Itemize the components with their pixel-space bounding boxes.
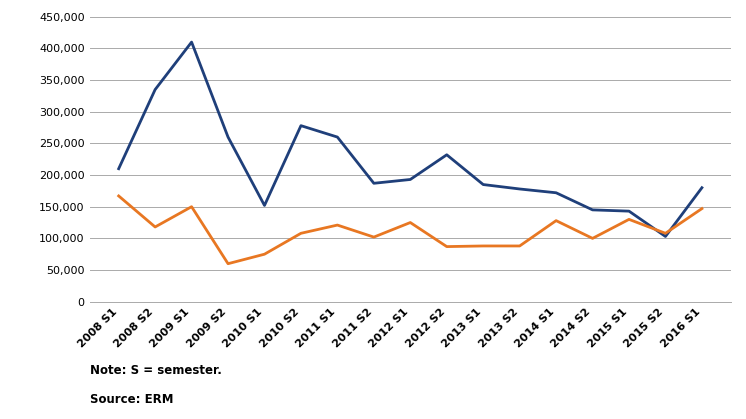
Job loss	[224, 134, 233, 140]
Job loss	[187, 39, 196, 44]
Job loss	[624, 209, 633, 214]
Job loss	[406, 177, 415, 182]
Job loss	[296, 123, 305, 128]
Line: Job gain: Job gain	[119, 196, 702, 264]
Job gain	[588, 236, 597, 241]
Job gain	[661, 231, 670, 236]
Job gain	[442, 244, 451, 249]
Job loss	[698, 185, 706, 190]
Job loss	[260, 203, 269, 208]
Text: Source: ERM: Source: ERM	[90, 393, 173, 406]
Job gain	[333, 222, 342, 228]
Job gain	[114, 194, 123, 199]
Job gain	[698, 206, 706, 211]
Job gain	[515, 243, 524, 248]
Job loss	[515, 186, 524, 191]
Job loss	[369, 181, 378, 186]
Job gain	[187, 204, 196, 209]
Job gain	[151, 225, 160, 230]
Job gain	[406, 220, 415, 225]
Job gain	[296, 231, 305, 236]
Job loss	[442, 152, 451, 157]
Job gain	[551, 218, 560, 223]
Line: Job loss: Job loss	[119, 42, 702, 236]
Job loss	[551, 190, 560, 195]
Job gain	[369, 235, 378, 240]
Job gain	[260, 252, 269, 257]
Text: Note: S = semester.: Note: S = semester.	[90, 364, 222, 377]
Job loss	[333, 134, 342, 140]
Job loss	[479, 182, 488, 187]
Job loss	[114, 166, 123, 171]
Job gain	[624, 217, 633, 222]
Job gain	[479, 243, 488, 248]
Job loss	[588, 207, 597, 212]
Job loss	[151, 87, 160, 92]
Job gain	[224, 261, 233, 266]
Job loss	[661, 234, 670, 239]
